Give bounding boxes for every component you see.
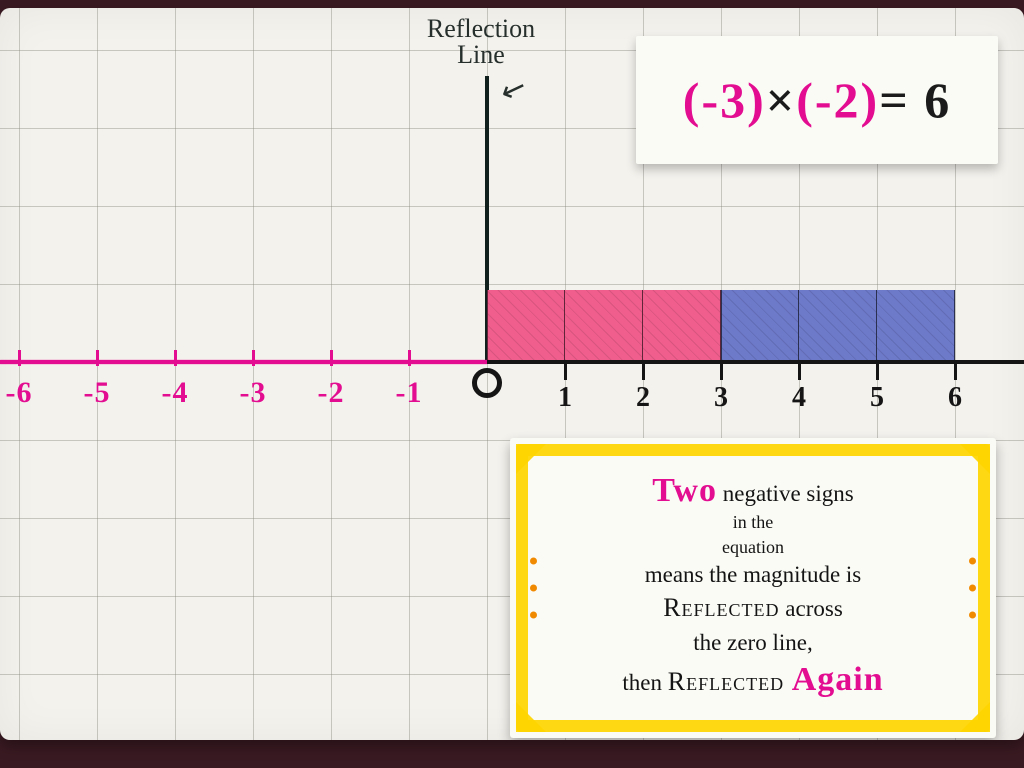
neg-axis-label: -2 [318,376,345,410]
pos-tick [642,362,645,380]
pos-axis-label: 6 [948,382,962,414]
neg-axis-label: -6 [6,376,33,410]
equation-card: (-3)×(-2)= 6 [636,36,998,164]
neg-axis-label: -5 [84,376,111,410]
equation-part: (-3) [683,72,766,128]
pos-tick [876,362,879,380]
pos-axis-label: 5 [870,382,884,414]
neg-tick [174,350,177,366]
magnitude-block [487,290,565,360]
neg-tick [252,350,255,366]
pos-tick [564,362,567,380]
magnitude-block [565,290,643,360]
equation-part: = 6 [879,72,951,128]
reflection-line-label: Reflection Line [427,16,535,68]
magnitude-block [721,290,799,360]
magnitude-block [799,290,877,360]
equation-part: × [766,72,797,128]
neg-axis-label: -3 [240,376,267,410]
pos-axis-label: 1 [558,382,572,414]
neg-axis-label: -1 [396,376,423,410]
neg-tick [18,350,21,366]
neg-tick [408,350,411,366]
pos-tick [954,362,957,380]
whiteboard: Reflection Line ↙ -6-5-4-3-2-1 123456 (-… [0,8,1024,740]
neg-tick [330,350,333,366]
pos-axis-label: 3 [714,382,728,414]
number-line-negative [0,360,487,364]
explanation-note: Two negative signs in theequation means … [510,438,996,738]
magnitude-block [877,290,955,360]
pos-axis-label: 2 [636,382,650,414]
pos-tick [720,362,723,380]
origin-marker [472,368,502,398]
number-line-positive [487,360,1024,364]
explanation-text: Two negative signs in theequation means … [526,452,980,713]
pos-axis-label: 4 [792,382,806,414]
neg-axis-label: -4 [162,376,189,410]
equation-text: (-3)×(-2)= 6 [683,71,951,129]
pos-tick [798,362,801,380]
magnitude-block [643,290,721,360]
equation-part: (-2) [796,72,879,128]
neg-tick [96,350,99,366]
